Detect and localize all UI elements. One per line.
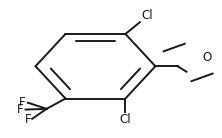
Text: Cl: Cl bbox=[120, 113, 131, 126]
Text: F: F bbox=[19, 96, 26, 109]
Text: O: O bbox=[202, 51, 211, 64]
Text: F: F bbox=[17, 103, 24, 116]
Text: Cl: Cl bbox=[141, 9, 153, 22]
Text: F: F bbox=[24, 113, 31, 126]
